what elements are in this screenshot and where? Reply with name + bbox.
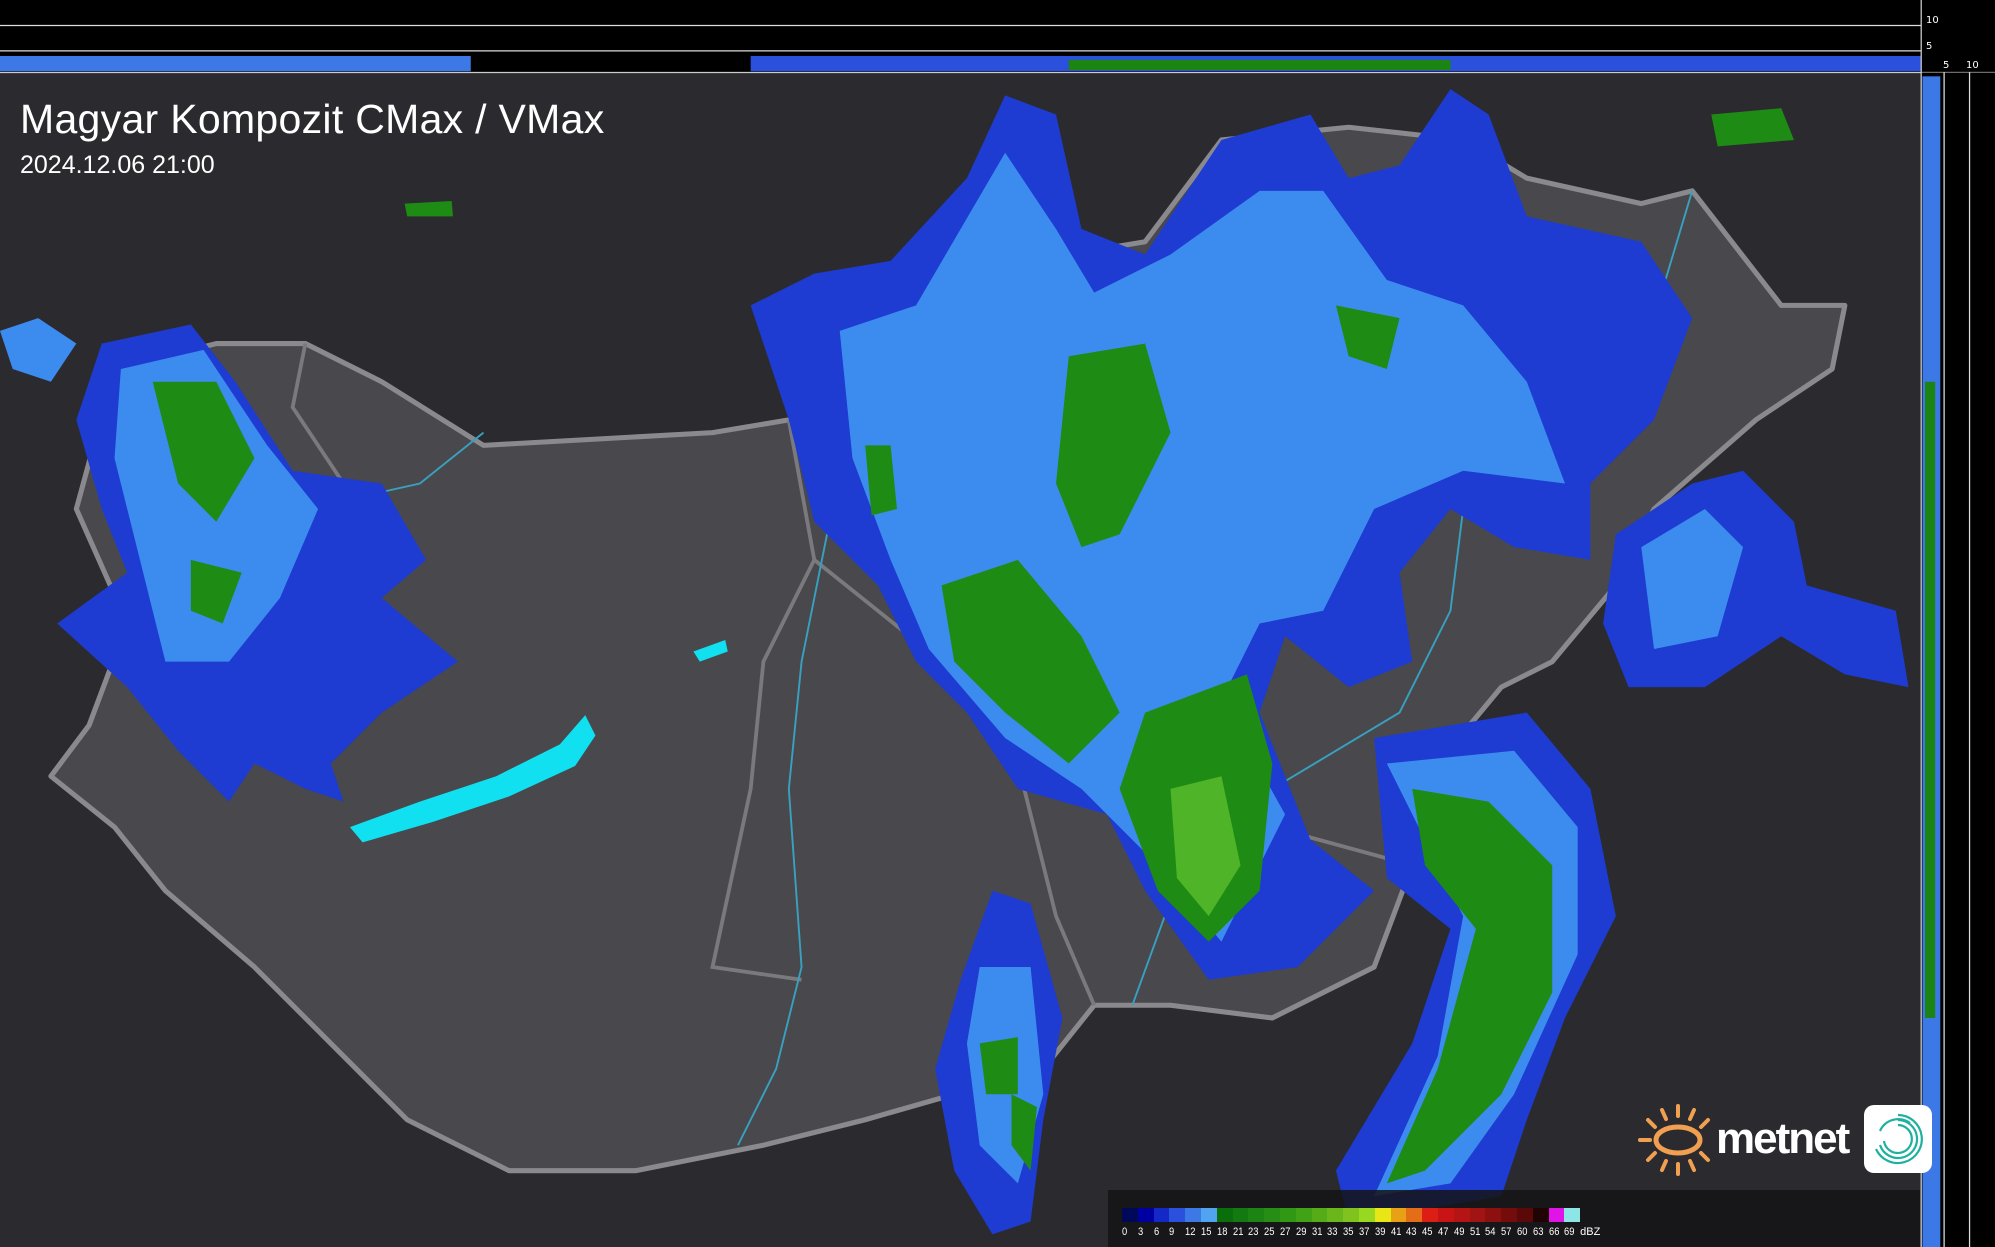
legend-swatch bbox=[1532, 1208, 1549, 1222]
legend-swatch bbox=[1453, 1208, 1470, 1222]
echo-northwest-small bbox=[0, 318, 77, 382]
legend-label: 15 bbox=[1200, 1226, 1212, 1238]
legend-swatch bbox=[1279, 1208, 1296, 1222]
legend-swatch bbox=[1311, 1208, 1328, 1222]
legend-swatch bbox=[1248, 1208, 1265, 1222]
legend-label: 3 bbox=[1137, 1226, 1144, 1238]
legend-swatch bbox=[1406, 1208, 1423, 1222]
legend-swatches bbox=[1122, 1208, 1581, 1222]
legend-swatch bbox=[1469, 1208, 1486, 1222]
legend-label: 66 bbox=[1548, 1226, 1559, 1238]
echo-west-core bbox=[152, 381, 255, 624]
page-title: Magyar Kompozit CMax / VMax bbox=[20, 96, 605, 142]
top-profile-echo bbox=[1068, 59, 1451, 70]
legend-swatch bbox=[1437, 1208, 1454, 1222]
legend-label: 49 bbox=[1453, 1226, 1465, 1238]
timestamp: 2024.12.06 21:00 bbox=[20, 151, 215, 179]
echo-south-core bbox=[979, 1037, 1037, 1171]
legend-swatch bbox=[1200, 1208, 1217, 1222]
legend-label: 12 bbox=[1185, 1226, 1196, 1238]
legend-label: 47 bbox=[1437, 1226, 1449, 1238]
lake-balaton bbox=[349, 715, 596, 843]
legend-swatch bbox=[1137, 1208, 1154, 1222]
radar-echoes bbox=[0, 89, 1909, 1235]
legend-label: 6 bbox=[1153, 1226, 1159, 1238]
legend-labels: 0 3 6 9 12 15 18 21 23 25 27 29 31 33 35 37 39 41 43 45 47 49… bbox=[1122, 1226, 1600, 1238]
legend-swatch bbox=[1343, 1208, 1359, 1222]
legend-label: 39 bbox=[1374, 1226, 1386, 1238]
profile-axis-label: 5 bbox=[1943, 60, 1950, 71]
legend-swatch bbox=[1216, 1208, 1233, 1222]
legend-swatch bbox=[1516, 1208, 1533, 1222]
legend-label: 23 bbox=[1248, 1226, 1259, 1238]
legend-label: 0 bbox=[1122, 1226, 1128, 1238]
legend-swatch bbox=[1153, 1208, 1170, 1222]
legend-swatch bbox=[1264, 1208, 1280, 1222]
legend-label: 21 bbox=[1232, 1226, 1243, 1238]
legend-label: 25 bbox=[1264, 1226, 1275, 1238]
legend-label: 43 bbox=[1406, 1226, 1417, 1238]
legend-unit: dBZ bbox=[1580, 1226, 1601, 1238]
sun-icon bbox=[1638, 1104, 1710, 1176]
logo-text: metnet bbox=[1716, 1114, 1850, 1163]
lake bbox=[693, 640, 728, 662]
legend-label: 33 bbox=[1327, 1226, 1338, 1238]
legend-label: 57 bbox=[1501, 1226, 1512, 1238]
echo-east-mid bbox=[1641, 508, 1744, 649]
legend-label: 51 bbox=[1469, 1226, 1480, 1238]
swirl-icon bbox=[1875, 1113, 1924, 1165]
legend-label: 29 bbox=[1295, 1226, 1307, 1238]
legend-label: 27 bbox=[1279, 1226, 1291, 1238]
legend-label: 63 bbox=[1532, 1226, 1544, 1238]
legend-swatch bbox=[1485, 1208, 1502, 1222]
top-profile-echo bbox=[0, 55, 471, 72]
echo-northeast-core bbox=[865, 305, 1400, 942]
profile-axis-label: 5 bbox=[1926, 41, 1933, 52]
legend-label: 69 bbox=[1564, 1226, 1575, 1238]
echo-core-bright bbox=[1170, 776, 1241, 917]
legend-swatch bbox=[1564, 1208, 1581, 1222]
color-legend: 0 3 6 9 12 15 18 21 23 25 27 29 31 33 35 37 39 41 43 45 47 49… bbox=[1108, 1190, 1920, 1247]
legend-label: 37 bbox=[1358, 1226, 1370, 1238]
legend-label: 18 bbox=[1216, 1226, 1228, 1238]
legend-label: 31 bbox=[1311, 1226, 1322, 1238]
legend-swatch bbox=[1374, 1208, 1391, 1222]
legend-swatch bbox=[1422, 1208, 1438, 1222]
legend-swatch bbox=[1390, 1208, 1407, 1222]
legend-label: 41 bbox=[1390, 1226, 1401, 1238]
profile-axis-label: 10 bbox=[1926, 15, 1939, 26]
legend-label: 9 bbox=[1169, 1226, 1175, 1238]
legend-swatch bbox=[1548, 1208, 1565, 1222]
echo-southeast-core bbox=[1386, 788, 1553, 1184]
legend-label: 54 bbox=[1485, 1226, 1496, 1238]
legend-label: 60 bbox=[1516, 1226, 1528, 1238]
legend-label: 35 bbox=[1343, 1226, 1354, 1238]
legend-swatch bbox=[1122, 1208, 1138, 1222]
legend-swatch bbox=[1232, 1208, 1249, 1222]
legend-swatch bbox=[1358, 1208, 1375, 1222]
profile-axis-label: 10 bbox=[1966, 60, 1979, 71]
legend-swatch bbox=[1185, 1208, 1201, 1222]
legend-swatch bbox=[1295, 1208, 1312, 1222]
legend-swatch bbox=[1501, 1208, 1517, 1222]
metnet-logo: metnet bbox=[1636, 1102, 1933, 1176]
legend-swatch bbox=[1169, 1208, 1186, 1222]
app-icon bbox=[1864, 1105, 1933, 1173]
right-profile-echo bbox=[1925, 381, 1936, 1018]
legend-swatch bbox=[1327, 1208, 1344, 1222]
legend-label: 45 bbox=[1422, 1226, 1433, 1238]
